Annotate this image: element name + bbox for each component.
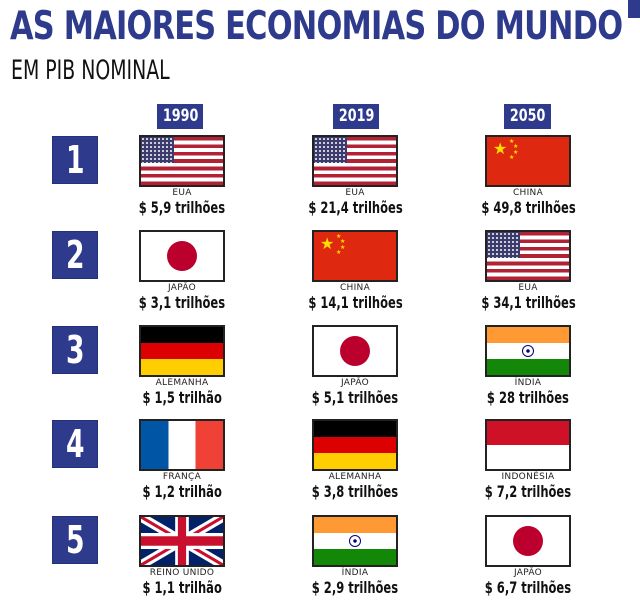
gdp-value: $ 1,1 trilhão [142, 578, 222, 597]
usa-flag-icon [312, 135, 398, 187]
rank-number: 4 [65, 422, 85, 466]
gdp-value: $ 1,2 trilhão [142, 482, 222, 501]
country-cell: JAPÃO $ 5,1 trilhões [290, 325, 420, 408]
gdp-value: $ 5,9 trilhões [138, 198, 226, 217]
country-name: INDONÉSIA [501, 472, 555, 482]
country-name: JAPÃO [513, 568, 543, 578]
country-cell: ALEMANHA $ 3,8 trilhões [290, 419, 420, 502]
year-label: 2019 [338, 106, 375, 126]
gdp-value: $ 28 trilhões [487, 388, 569, 407]
country-name: ÍNDIA [341, 568, 369, 578]
india-flag-icon [312, 515, 398, 567]
year-header-2050: 2050 [504, 104, 551, 129]
country-cell: EUA $ 5,9 trilhões [117, 135, 247, 218]
country-name: EUA [518, 283, 538, 293]
gdp-value: $ 3,8 trilhões [311, 482, 399, 501]
country-name: ÍNDIA [514, 378, 542, 388]
rank-badge-5: 5 [52, 516, 98, 564]
japan-flag-icon [139, 230, 225, 282]
gdp-value: $ 1,5 trilhão [142, 388, 222, 407]
indonesia-flag-icon [485, 419, 571, 471]
country-name: ALEMANHA [328, 472, 382, 482]
germany-flag-icon [139, 325, 225, 377]
country-cell: ★ ★ ★ ★ ★ CHINA $ 49,8 trilhões [463, 135, 593, 218]
japan-flag-icon [312, 325, 398, 377]
page-subtitle: EM PIB NOMINAL [11, 55, 170, 86]
gdp-value: $ 7,2 trilhões [484, 482, 572, 501]
country-cell: ÍNDIA $ 2,9 trilhões [290, 515, 420, 598]
country-name: FRANÇA [162, 472, 202, 482]
country-cell: ÍNDIA $ 28 trilhões [463, 325, 593, 408]
year-header-1990: 1990 [157, 104, 203, 129]
country-cell: ALEMANHA $ 1,5 trilhão [117, 325, 247, 408]
year-label: 1990 [162, 106, 199, 126]
gdp-value: $ 21,4 trilhões [308, 198, 403, 217]
country-name: JAPÃO [167, 283, 197, 293]
rank-number: 1 [65, 138, 85, 182]
page-title: AS MAIORES ECONOMIAS DO MUNDO [10, 4, 623, 49]
germany-flag-icon [312, 419, 398, 471]
country-name: EUA [345, 188, 365, 198]
india-flag-icon [485, 325, 571, 377]
rank-badge-2: 2 [52, 231, 98, 279]
country-name: CHINA [512, 188, 544, 198]
country-name: CHINA [339, 283, 371, 293]
rank-number: 2 [65, 233, 85, 277]
gdp-value: $ 2,9 trilhões [311, 578, 399, 597]
country-name: JAPÃO [340, 378, 370, 388]
country-name: ALEMANHA [155, 378, 209, 388]
rank-badge-4: 4 [52, 420, 98, 468]
uk-flag-icon [139, 515, 225, 567]
rank-badge-3: 3 [52, 326, 98, 374]
country-cell: REINO UNIDO $ 1,1 trilhão [117, 515, 247, 598]
country-cell: FRANÇA $ 1,2 trilhão [117, 419, 247, 502]
country-name: REINO UNIDO [149, 568, 215, 578]
country-cell: EUA $ 21,4 trilhões [290, 135, 420, 218]
rank-number: 5 [65, 518, 85, 562]
china-flag-icon: ★ ★ ★ ★ ★ [312, 230, 398, 282]
france-flag-icon [139, 419, 225, 471]
gdp-value: $ 6,7 trilhões [484, 578, 572, 597]
year-header-2019: 2019 [333, 104, 379, 129]
rank-number: 3 [65, 328, 85, 372]
country-cell: JAPÃO $ 3,1 trilhões [117, 230, 247, 313]
country-cell: JAPÃO $ 6,7 trilhões [463, 515, 593, 598]
country-name: EUA [172, 188, 192, 198]
rank-badge-1: 1 [52, 136, 98, 184]
country-cell: ★ ★ ★ ★ ★ CHINA $ 14,1 trilhões [290, 230, 420, 313]
gdp-value: $ 49,8 trilhões [481, 198, 576, 217]
gdp-value: $ 14,1 trilhões [308, 293, 403, 312]
corner-accent [628, 0, 640, 18]
usa-flag-icon [485, 230, 571, 282]
japan-flag-icon [485, 515, 571, 567]
china-flag-icon: ★ ★ ★ ★ ★ [485, 135, 571, 187]
country-cell: EUA $ 34,1 trilhões [463, 230, 593, 313]
year-label: 2050 [509, 106, 546, 126]
country-cell: INDONÉSIA $ 7,2 trilhões [463, 419, 593, 502]
gdp-value: $ 34,1 trilhões [481, 293, 576, 312]
gdp-value: $ 3,1 trilhões [138, 293, 226, 312]
gdp-value: $ 5,1 trilhões [311, 388, 399, 407]
usa-flag-icon [139, 135, 225, 187]
